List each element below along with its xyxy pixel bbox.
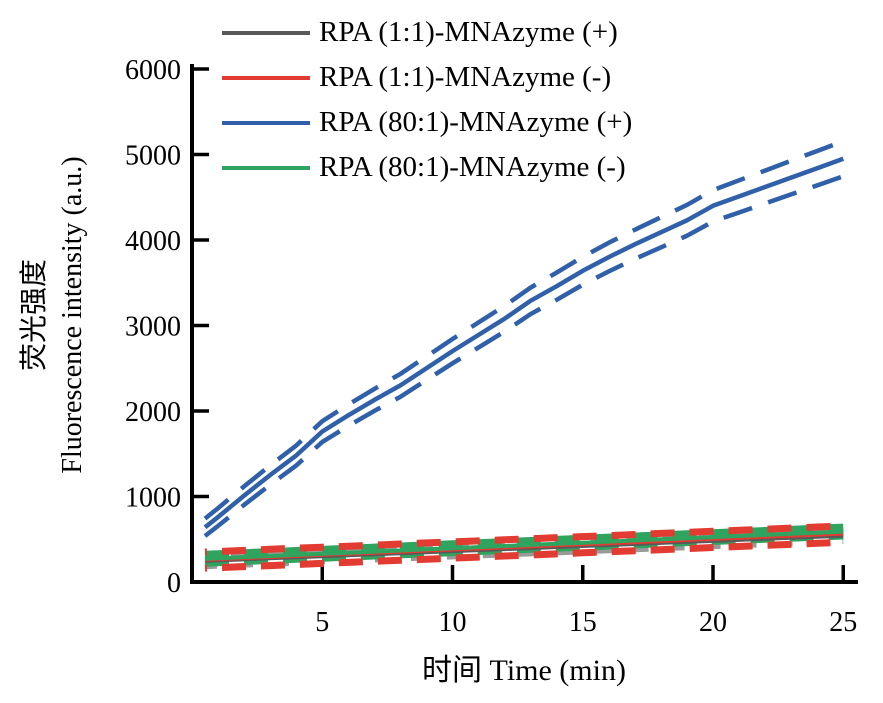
- y-axis-title-cn: 荧光强度: [19, 258, 50, 372]
- legend-line-swatch: [222, 120, 310, 125]
- legend-label: RPA (1:1)-MNAzyme (+): [319, 16, 618, 48]
- legend-item-rpa-1-1-plus: RPA (1:1)-MNAzyme (+): [222, 10, 632, 55]
- svg-text:1000: 1000: [125, 483, 181, 514]
- legend-line-swatch: [222, 75, 310, 80]
- y-axis-title: 荧光强度 Fluorescence intensity (a.u.): [16, 156, 92, 473]
- legend-item-rpa-80-1-minus: RPA (80:1)-MNAzyme (-): [222, 145, 632, 190]
- legend-line-swatch: [222, 30, 310, 35]
- x-axis-title: 时间 Time (min): [422, 654, 626, 687]
- svg-text:5000: 5000: [125, 141, 181, 172]
- svg-text:2000: 2000: [125, 397, 181, 428]
- legend-label: RPA (80:1)-MNAzyme (-): [319, 151, 626, 183]
- svg-text:5: 5: [315, 607, 329, 638]
- chart-legend: RPA (1:1)-MNAzyme (+) RPA (1:1)-MNAzyme …: [222, 10, 632, 190]
- legend-label: RPA (80:1)-MNAzyme (+): [319, 106, 633, 138]
- svg-text:3000: 3000: [125, 312, 181, 343]
- svg-text:4000: 4000: [125, 226, 181, 257]
- svg-text:20: 20: [699, 607, 727, 638]
- legend-item-rpa-80-1-plus: RPA (80:1)-MNAzyme (+): [222, 100, 632, 145]
- svg-text:25: 25: [829, 607, 857, 638]
- legend-line-swatch: [222, 165, 310, 170]
- svg-text:0: 0: [167, 568, 181, 599]
- legend-label: RPA (1:1)-MNAzyme (-): [319, 61, 612, 93]
- svg-text:15: 15: [569, 607, 597, 638]
- legend-item-rpa-1-1-minus: RPA (1:1)-MNAzyme (-): [222, 55, 632, 100]
- svg-text:6000: 6000: [125, 55, 181, 86]
- y-axis-title-en: Fluorescence intensity (a.u.): [57, 156, 88, 474]
- svg-text:10: 10: [439, 607, 467, 638]
